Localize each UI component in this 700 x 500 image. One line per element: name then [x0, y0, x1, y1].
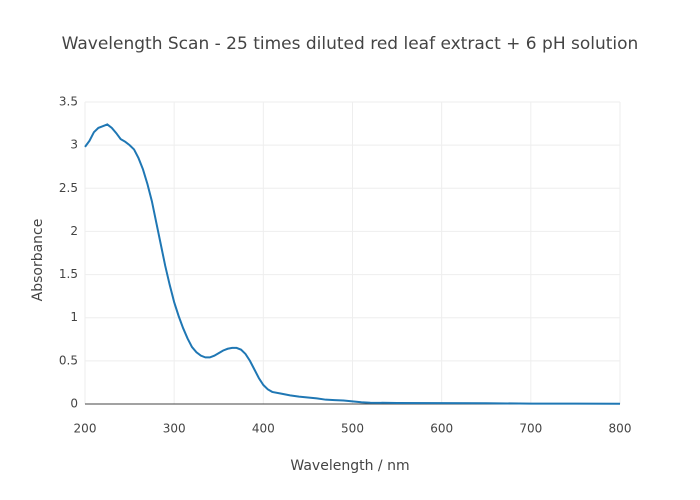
y-tick-label: 2.5	[59, 181, 78, 195]
y-axis-title: Absorbance	[30, 219, 46, 302]
y-tick-label: 0.5	[59, 353, 78, 367]
x-tick-label: 700	[519, 422, 542, 436]
y-tick-label: 0	[70, 397, 78, 411]
y-tick-label: 3.5	[59, 95, 78, 109]
x-tick-label: 200	[74, 422, 97, 436]
x-tick-label: 500	[341, 422, 364, 436]
y-tick-label: 3	[70, 138, 78, 152]
y-tick-label: 1	[70, 310, 78, 324]
y-tick-label: 1.5	[59, 267, 78, 281]
data-line	[84, 123, 621, 405]
y-tick-label: 2	[70, 224, 78, 238]
x-tick-label: 400	[252, 422, 275, 436]
x-tick-label: 600	[430, 422, 453, 436]
x-tick-label: 300	[163, 422, 186, 436]
x-tick-label: 800	[609, 422, 632, 436]
x-axis-title: Wavelength / nm	[290, 458, 409, 474]
chart-title: Wavelength Scan - 25 times diluted red l…	[62, 34, 639, 54]
